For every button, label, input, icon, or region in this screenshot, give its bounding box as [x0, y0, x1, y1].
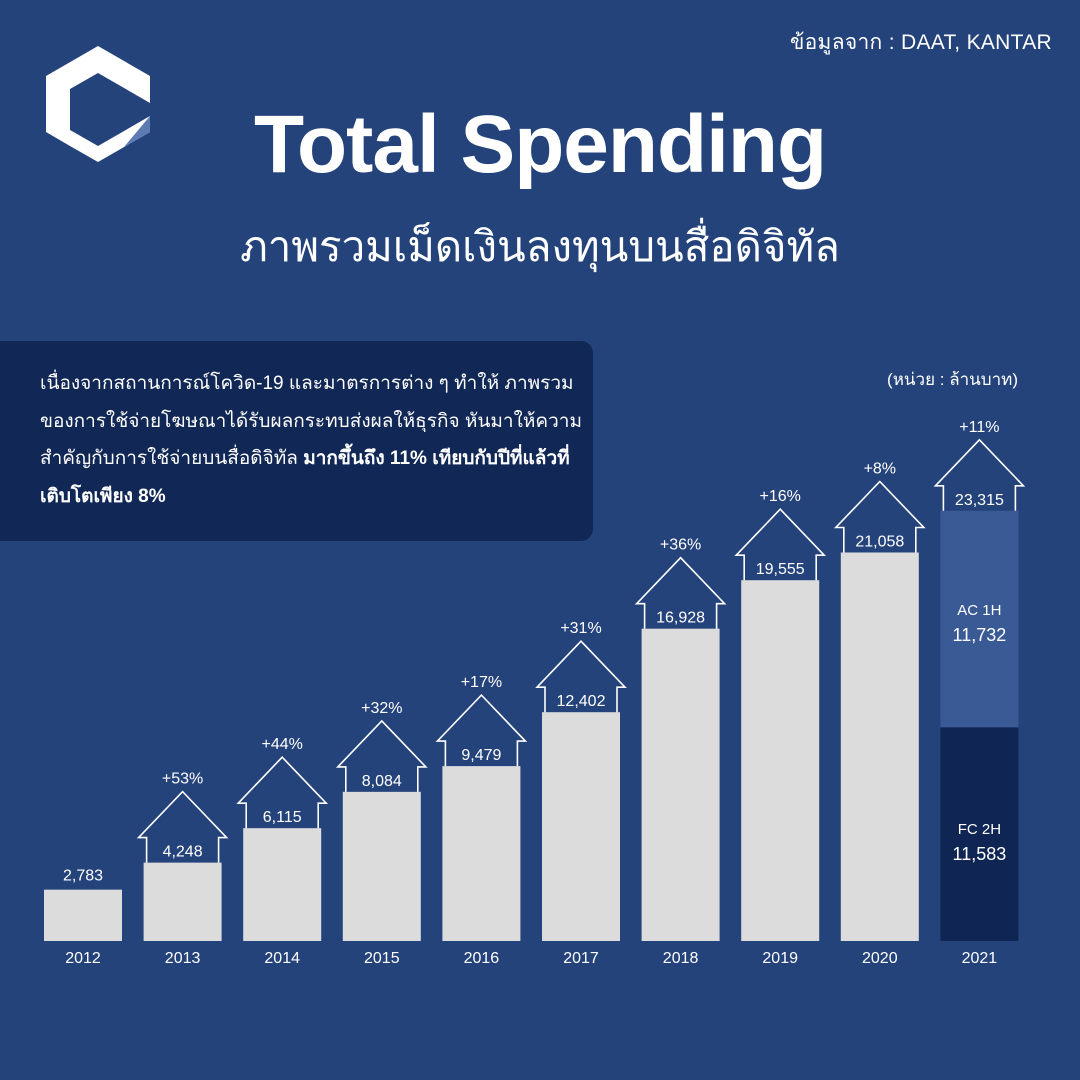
- growth-arrow-icon: [634, 556, 727, 629]
- stack-label-fc: FC 2H: [958, 821, 1001, 838]
- value-label: 21,058: [855, 533, 904, 550]
- growth-label: +8%: [864, 460, 896, 477]
- value-label: 4,248: [163, 844, 203, 861]
- growth-label: +32%: [361, 700, 402, 717]
- bar-2020: [840, 552, 919, 941]
- growth-arrow-icon: [136, 790, 229, 863]
- year-label: 2016: [464, 950, 500, 967]
- bar-2018: [641, 628, 720, 941]
- bar-2014: [243, 828, 322, 941]
- bar-2016: [442, 766, 521, 941]
- growth-arrow-icon: [435, 693, 528, 767]
- bar-2021-fc: [940, 727, 1019, 941]
- value-label: 12,402: [557, 693, 606, 710]
- value-label: 19,555: [756, 561, 805, 578]
- context-note-box: เนื่องจากสถานการณ์โควิด-19 และมาตรการต่า…: [0, 341, 593, 541]
- context-note-highlight: มากขึ้นถึง 11% เทียบกับปีที่แล้วที่เติบโ…: [40, 448, 570, 507]
- growth-label: +53%: [162, 771, 203, 788]
- context-note-text: เนื่องจากสถานการณ์โควิด-19 และมาตรการต่า…: [40, 365, 585, 515]
- growth-arrow-icon: [833, 480, 926, 553]
- growth-label: +17%: [461, 674, 502, 691]
- year-label: 2013: [165, 950, 201, 967]
- bar-2015: [342, 791, 421, 941]
- stack-label-ac: AC 1H: [957, 602, 1001, 619]
- bar-2012: [44, 889, 122, 941]
- year-label: 2018: [663, 950, 699, 967]
- year-label: 2020: [862, 950, 898, 967]
- growth-arrow-icon: [933, 438, 1026, 511]
- year-label: 2015: [364, 950, 400, 967]
- growth-arrow-icon: [535, 640, 627, 713]
- value-label: 2,783: [63, 868, 103, 885]
- bar-2019: [741, 580, 820, 941]
- growth-arrow-icon: [236, 756, 329, 829]
- value-label: 6,115: [263, 809, 302, 826]
- year-label: 2014: [264, 950, 300, 967]
- unit-label: (หน่วย : ล้านบาท): [887, 370, 1018, 389]
- growth-label: +31%: [560, 620, 601, 637]
- growth-label: +44%: [262, 736, 303, 753]
- bar-2013: [143, 862, 222, 941]
- bar-2021-ac: [940, 510, 1019, 728]
- page-subtitle: ภาพรวมเม็ดเงินลงทุนบนสื่อดิจิทัล: [240, 223, 840, 270]
- page-title: Total Spending: [253, 99, 827, 190]
- value-label: 16,928: [656, 610, 705, 627]
- growth-label: +16%: [760, 488, 801, 505]
- value-label: 8,084: [362, 773, 402, 790]
- growth-label: +11%: [959, 419, 999, 436]
- stack-value-fc: 11,583: [953, 844, 1007, 864]
- growth-label: +36%: [660, 537, 701, 554]
- year-label: 2012: [65, 950, 101, 967]
- year-label: 2021: [962, 950, 998, 967]
- year-label: 2017: [563, 950, 599, 967]
- value-label: 9,479: [461, 747, 501, 764]
- value-label: 23,315: [955, 492, 1004, 509]
- year-label: 2019: [762, 950, 798, 967]
- stack-value-ac: 11,732: [953, 625, 1007, 645]
- source-credit: ข้อมูลจาก : DAAT, KANTAR: [789, 31, 1052, 54]
- bar-2017: [542, 712, 620, 941]
- context-note-plain: เนื่องจากสถานการณ์โควิด-19 และมาตรการต่า…: [40, 373, 582, 469]
- brand-logo-icon: [46, 46, 150, 162]
- growth-arrow-icon: [335, 719, 428, 792]
- growth-arrow-icon: [734, 508, 827, 581]
